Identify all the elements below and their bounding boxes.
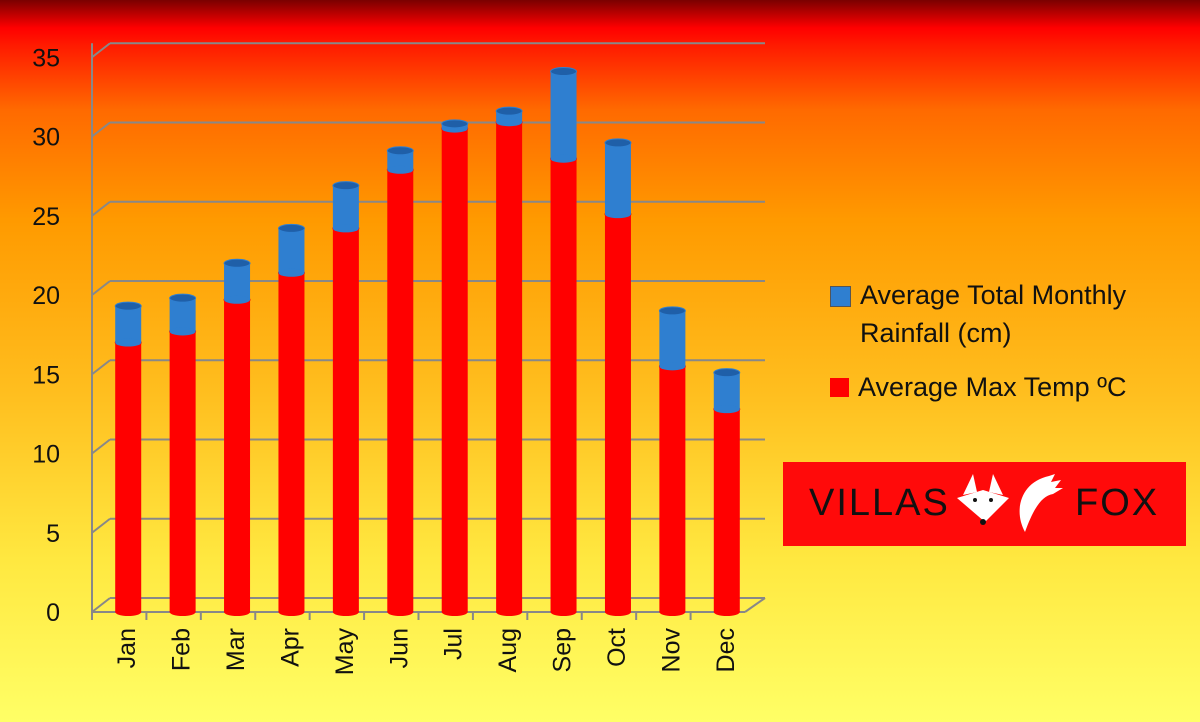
x-axis-depth — [744, 597, 766, 613]
side-gridline — [91, 200, 111, 217]
side-gridline — [91, 597, 111, 613]
side-gridline — [91, 517, 111, 534]
bar-rainfall-oct — [604, 142, 631, 215]
bar-rainfall-sep — [550, 71, 577, 159]
x-tick-label: Sep — [549, 628, 577, 672]
bar-temp-dec — [713, 409, 740, 612]
side-gridline — [91, 121, 111, 138]
x-tick-label: Dec — [712, 628, 740, 672]
bar-rainfall-sep-base — [550, 154, 577, 163]
bar-temp-aug — [496, 122, 523, 613]
bar-rainfall-jun — [387, 150, 414, 170]
villas-fox-logo: VILLAS FOX — [783, 462, 1186, 546]
bar-temp-feb — [169, 331, 196, 612]
bar-rainfall-aug-top — [495, 106, 523, 116]
bar-temp-apr — [278, 272, 305, 612]
legend-item-rainfall: Average Total Monthly Rainfall (cm) — [830, 276, 1180, 352]
x-tick-label: May — [331, 628, 359, 676]
logo-text-villas: VILLAS — [809, 482, 950, 524]
y-tick-label: 25 — [32, 203, 60, 231]
x-tick-label: Feb — [168, 628, 196, 671]
bar-temp-may — [332, 228, 359, 612]
bar-temp-jan — [115, 342, 142, 612]
logo-text-fox: FOX — [1075, 482, 1160, 524]
bar-rainfall-aug-base — [496, 118, 523, 127]
y-tick-label: 10 — [32, 441, 60, 469]
bar-temp-oct — [604, 214, 631, 613]
bar-rainfall-mar-base — [224, 295, 251, 304]
bar-rainfall-apr-base — [278, 268, 305, 277]
bar-rainfall-aug — [496, 111, 523, 123]
y-tick-label: 0 — [46, 599, 60, 627]
bar-rainfall-nov — [659, 310, 686, 367]
bar-temp-jul — [441, 128, 468, 612]
bar-rainfall-jan-base — [115, 338, 142, 347]
bar-temp-oct-base — [604, 608, 631, 616]
bar-temp-dec-base — [713, 608, 740, 616]
bar-temp-jun-base — [387, 608, 414, 616]
x-tick-label: Jul — [440, 628, 468, 660]
bar-temp-jun — [387, 169, 414, 612]
side-gridline — [91, 438, 111, 455]
bar-temp-jan-base — [115, 608, 142, 616]
bar-rainfall-oct-base — [604, 210, 631, 219]
bar-rainfall-oct-top — [604, 138, 632, 148]
bar-temp-may-base — [332, 608, 359, 616]
bar-temp-aug-base — [496, 608, 523, 616]
y-tick-label: 15 — [32, 361, 60, 389]
y-tick-label: 5 — [46, 520, 60, 548]
bar-temp-jul-base — [441, 608, 468, 616]
x-tick-label: Apr — [276, 628, 304, 667]
bar-rainfall-jun-base — [387, 165, 414, 174]
bar-rainfall-jan — [115, 306, 142, 343]
legend-swatch-red — [830, 378, 849, 397]
x-tick-label: Jun — [385, 628, 413, 668]
y-tick-label: 35 — [32, 44, 60, 72]
bar-rainfall-jan-top — [114, 301, 142, 311]
y-tick-label: 20 — [32, 282, 60, 310]
bar-temp-nov-base — [659, 608, 686, 616]
bar-rainfall-dec-top — [713, 368, 741, 378]
bar-temp-mar-base — [224, 608, 251, 616]
x-tick-label: Oct — [603, 628, 631, 667]
bar-rainfall-sep-top — [550, 67, 578, 77]
bar-rainfall-dec — [713, 372, 740, 410]
x-tick-label: Aug — [494, 628, 522, 672]
bar-rainfall-jun-top — [386, 146, 414, 156]
x-tick-label: Nov — [657, 628, 685, 673]
bar-temp-feb-base — [169, 608, 196, 616]
bar-temp-sep — [550, 158, 577, 612]
x-tick-label: Jan — [113, 628, 141, 668]
y-tick-label: 30 — [32, 124, 60, 152]
bar-rainfall-apr — [278, 228, 305, 273]
legend-label-rainfall: Average Total Monthly Rainfall (cm) — [860, 280, 1127, 348]
bar-rainfall-nov-base — [659, 362, 686, 371]
bar-rainfall-may-top — [332, 181, 360, 191]
bar-rainfall-may-base — [332, 224, 359, 233]
side-gridline — [91, 280, 111, 296]
bar-rainfall-dec-base — [713, 405, 740, 414]
bar-rainfall-nov-top — [658, 306, 686, 316]
bar-rainfall-feb-base — [169, 327, 196, 336]
bar-rainfall-mar — [224, 263, 251, 300]
legend-item-temp: Average Max Temp ºC — [830, 368, 1180, 406]
bar-rainfall-jul-top — [441, 119, 469, 129]
legend-label-temp: Average Max Temp ºC — [858, 372, 1127, 402]
bar-temp-nov — [659, 366, 686, 612]
bar-temp-apr-base — [278, 608, 305, 616]
side-gridline — [91, 359, 111, 376]
bar-rainfall-feb — [169, 298, 196, 332]
fox-icon — [957, 474, 1063, 532]
side-gridline — [91, 42, 111, 59]
bar-temp-sep-base — [550, 608, 577, 616]
bar-rainfall-may — [332, 185, 359, 229]
bar-rainfall-apr-top — [277, 223, 305, 233]
x-tick-label: Mar — [222, 628, 250, 671]
legend: Average Total Monthly Rainfall (cm) Aver… — [830, 276, 1180, 422]
legend-swatch-blue — [830, 286, 851, 307]
bar-rainfall-mar-top — [223, 258, 251, 268]
bar-rainfall-feb-top — [169, 293, 197, 303]
bar-temp-mar — [224, 299, 251, 612]
